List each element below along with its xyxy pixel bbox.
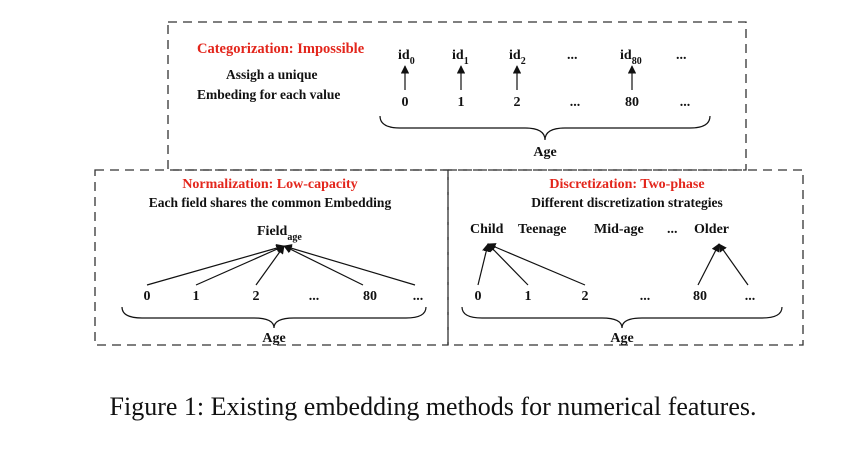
discretization-values: 0 1 2 ... 80 ...: [475, 289, 756, 304]
group-label: Child: [470, 222, 504, 237]
value-label: 1: [458, 95, 465, 110]
value-label: 80: [363, 289, 377, 304]
caption-text: Existing embedding methods for numerical…: [204, 392, 757, 421]
categorization-values: 0 1 2 ... 80 ...: [402, 95, 691, 110]
value-label: 0: [144, 289, 151, 304]
arrow: [697, 243, 720, 286]
embedding-methods-diagram: Categorization: Impossible Assigh a uniq…: [94, 21, 804, 346]
discretization-panel: [447, 169, 804, 346]
group-label: ...: [667, 222, 678, 237]
categorization-id-labels: id0 id1 id2 ... id80 ...: [398, 48, 687, 67]
discretization-desc: Different discretization strategies: [531, 195, 722, 210]
normalization-title: Normalization: Low-capacity: [182, 177, 357, 192]
caption-prefix: Figure 1:: [109, 392, 205, 421]
arrow: [195, 245, 285, 286]
group-label: Teenage: [518, 222, 566, 237]
categorization-title: Categorization: Impossible: [197, 41, 365, 57]
categorization-arrows: [400, 65, 637, 90]
normalization-arrows: [146, 244, 416, 286]
id-label: ...: [676, 48, 687, 63]
value-label: ...: [570, 95, 581, 110]
discretization-arrows: [477, 243, 749, 286]
discretization-title: Discretization: Two-phase: [549, 177, 704, 192]
normalization-age-label: Age: [262, 331, 285, 346]
group-label: Older: [694, 222, 729, 237]
discretization-brace: [461, 306, 783, 329]
categorization-desc-line2: Embeding for each value: [197, 87, 340, 102]
field-age-label: Fieldage: [257, 224, 302, 243]
discretization-age-label: Age: [610, 331, 633, 346]
categorization-panel: [167, 21, 747, 171]
value-label: 1: [193, 289, 200, 304]
arrow: [718, 243, 749, 286]
value-label: 2: [582, 289, 589, 304]
arrow: [487, 243, 586, 286]
value-label: 80: [693, 289, 707, 304]
value-label: ...: [640, 289, 651, 304]
arrow: [283, 245, 364, 286]
value-label: 2: [514, 95, 521, 110]
normalization-values: 0 1 2 ... 80 ...: [144, 289, 424, 304]
value-label: ...: [680, 95, 691, 110]
arrow: [477, 243, 491, 286]
categorization-desc-line1: Assigh a unique: [226, 67, 318, 82]
id-label: id2: [509, 48, 526, 67]
normalization-desc: Each field shares the common Embedding: [149, 195, 392, 210]
arrow: [146, 244, 285, 286]
value-label: 1: [525, 289, 532, 304]
discretization-groups: Child Teenage Mid-age ... Older: [470, 222, 729, 237]
value-label: 2: [253, 289, 260, 304]
value-label: ...: [745, 289, 756, 304]
group-label: Mid-age: [594, 222, 644, 237]
id-label: ...: [567, 48, 578, 63]
categorization-age-label: Age: [533, 145, 556, 160]
arrow: [487, 243, 529, 286]
id-label: id0: [398, 48, 415, 67]
normalization-panel: [94, 169, 449, 346]
value-label: ...: [413, 289, 424, 304]
figure-caption: Figure 1: Existing embedding methods for…: [0, 392, 866, 422]
value-label: 80: [625, 95, 639, 110]
value-label: ...: [309, 289, 320, 304]
arrow: [255, 245, 285, 286]
normalization-brace: [121, 306, 427, 329]
categorization-brace: [379, 115, 711, 141]
arrow: [283, 244, 416, 286]
id-label: id1: [452, 48, 469, 67]
value-label: 0: [475, 289, 482, 304]
id-label: id80: [620, 48, 642, 67]
value-label: 0: [402, 95, 409, 110]
